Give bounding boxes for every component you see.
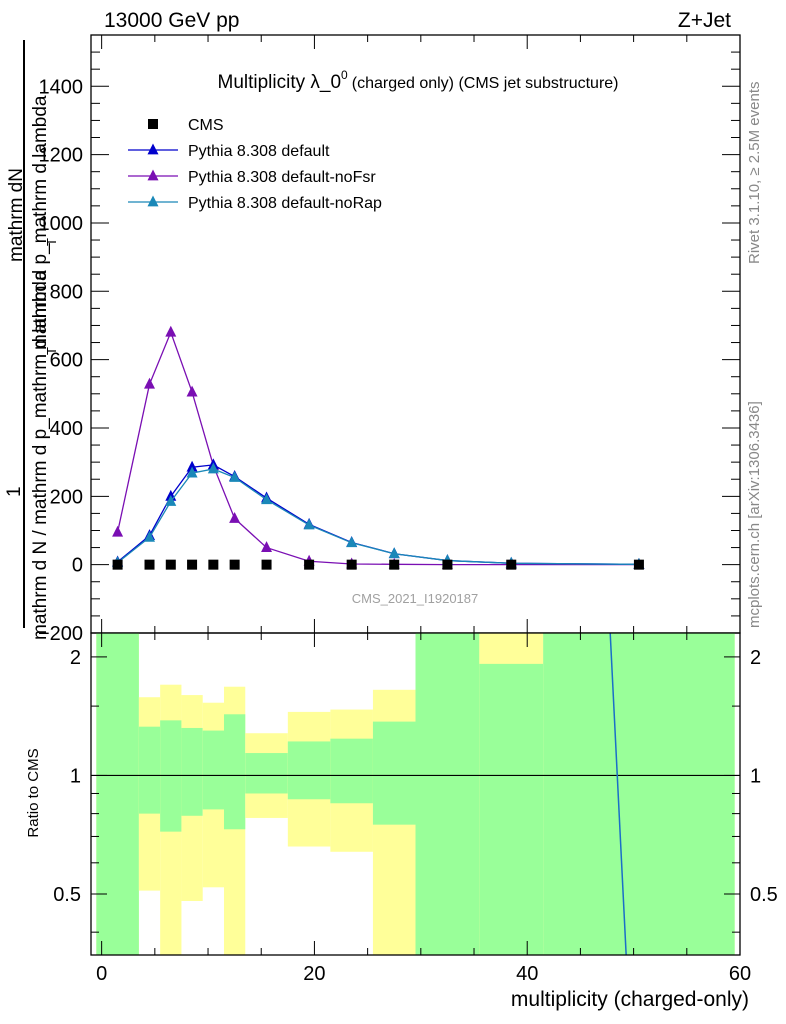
ratio-band-green xyxy=(181,727,203,816)
series-line-3 xyxy=(117,468,639,565)
series-point-3 xyxy=(165,494,177,506)
ratio-curve-pythia-default xyxy=(609,632,627,956)
main-panel-axes: −200 0 200 400 600 800 1000 1200 1400 xyxy=(38,34,741,645)
cms-data-point xyxy=(208,559,219,570)
legend-label: Pythia 8.308 default-noFsr xyxy=(188,169,376,186)
series-line-2 xyxy=(116,330,639,566)
series-point-2 xyxy=(186,385,198,397)
y-tick-label: 1400 xyxy=(39,76,84,98)
legend-label: Pythia 8.308 default xyxy=(188,143,330,160)
legend-label: Pythia 8.308 default-noRap xyxy=(188,195,382,212)
y-axis-label-one: 1 xyxy=(4,486,25,497)
ratio-band-green xyxy=(287,741,331,800)
y-tick-label: 200 xyxy=(50,486,83,508)
cms-data-point xyxy=(187,559,198,570)
y-axis-label-sub-t: T xyxy=(44,238,59,246)
y-tick-label: 600 xyxy=(50,350,83,372)
y-tick-label: 800 xyxy=(50,281,83,303)
ratio-panel-axes: 0 20 40 60 0.5 0.5 1 1 2 2 xyxy=(53,632,778,985)
cms-data-point xyxy=(261,559,272,570)
plot-title: Multiplicity λ_00 (charged only) (CMS jet… xyxy=(218,68,619,93)
ratio-band-green xyxy=(372,721,416,825)
y-axis-label-numerator-bottom: mathrm d p_mathrm d lambda xyxy=(30,95,51,350)
series-point-2 xyxy=(165,325,177,337)
plot-title-main: Multiplicity λ_0 xyxy=(218,72,342,93)
x-tick-label: 20 xyxy=(303,963,325,985)
cms-data-point xyxy=(144,559,155,570)
main-panel-data xyxy=(112,325,645,570)
legend-marker-triangle xyxy=(147,143,159,155)
series-point-2 xyxy=(261,541,273,552)
y-axis-label-numerator-top: mathrm dN xyxy=(6,168,27,262)
ratio-tick-label: 0.5 xyxy=(53,884,81,906)
y-axis-label-denominator-sub-t: T xyxy=(44,347,59,355)
series-point-3 xyxy=(186,466,198,478)
series-point-3 xyxy=(261,493,273,505)
ratio-panel-bands xyxy=(96,633,735,955)
series-point-3 xyxy=(229,471,241,482)
series-point-1 xyxy=(186,460,198,472)
cms-data-point xyxy=(633,559,644,570)
cms-data-point xyxy=(506,559,517,570)
series-point-3 xyxy=(388,547,400,559)
cms-data-point xyxy=(229,559,240,570)
ratio-band-green xyxy=(138,726,161,814)
series-point-3 xyxy=(346,536,358,548)
ratio-band-green xyxy=(202,730,224,810)
energy-label: 13000 GeV pp xyxy=(104,9,239,32)
x-tick-label: 40 xyxy=(516,963,538,985)
ratio-tick-label: 2 xyxy=(70,647,81,669)
cms-data-point xyxy=(389,559,400,570)
cms-data-point xyxy=(304,559,315,570)
series-point-3 xyxy=(207,462,219,474)
plot-title-rest: (charged only) (CMS jet substructure) xyxy=(352,75,619,92)
y-tick-label: 0 xyxy=(72,555,83,577)
ratio-tick-label-right: 1 xyxy=(750,765,761,787)
legend-label: CMS xyxy=(188,117,224,134)
ratio-panel-frame xyxy=(90,632,741,956)
ratio-band-green xyxy=(415,633,480,955)
ratio-panel-data xyxy=(91,632,740,956)
cms-data-point xyxy=(112,559,123,570)
series-point-3 xyxy=(144,530,156,542)
ratio-band-green xyxy=(96,633,139,955)
x-tick-label: 0 xyxy=(96,963,107,985)
series-point-3 xyxy=(303,518,315,530)
y-axis-label: mathrm dN mathrm d p_mathrm d lambda T 1… xyxy=(4,95,59,640)
ratio-band-green xyxy=(330,738,373,804)
x-axis-label: multiplicity (charged-only) xyxy=(511,988,749,1011)
ratio-band-green xyxy=(543,633,735,955)
cms-data-point xyxy=(165,559,176,570)
analysis-watermark: CMS_2021_I1920187 xyxy=(352,591,479,606)
ratio-band-green xyxy=(245,753,288,794)
y-axis-label-denominator: mathrm d N / mathrm d p_mathrm d lambda xyxy=(30,270,51,640)
y-tick-label: 1200 xyxy=(39,145,84,167)
plot-title-sup: 0 xyxy=(341,68,348,82)
ratio-band-green xyxy=(479,663,544,955)
legend-marker-cms xyxy=(148,119,158,129)
cms-data-point xyxy=(346,559,357,570)
process-label: Z+Jet xyxy=(678,9,731,32)
y-tick-label: 400 xyxy=(50,418,83,440)
series-point-2 xyxy=(229,512,241,523)
y-tick-label: 1000 xyxy=(39,213,84,235)
legend-marker-triangle xyxy=(147,169,159,181)
x-tick-label: 60 xyxy=(729,963,751,985)
series-point-2 xyxy=(112,525,124,537)
y-tick-label: −200 xyxy=(38,623,83,645)
ratio-tick-label-right: 0.5 xyxy=(750,884,778,906)
legend: CMS Pythia 8.308 default Pythia 8.308 defa… xyxy=(128,117,382,212)
ratio-tick-label: 1 xyxy=(70,765,81,787)
cms-data-point xyxy=(442,559,453,570)
legend-marker-triangle xyxy=(147,195,159,207)
series-point-2 xyxy=(144,377,156,389)
rivet-label: Rivet 3.1.10, ≥ 2.5M events xyxy=(746,82,763,265)
ratio-band-green xyxy=(223,714,246,830)
mcplots-label: mcplots.cern.ch [arXiv:1306.3436] xyxy=(746,401,763,628)
ratio-axis-label: Ratio to CMS xyxy=(25,748,42,837)
ratio-tick-label-right: 2 xyxy=(750,647,761,669)
